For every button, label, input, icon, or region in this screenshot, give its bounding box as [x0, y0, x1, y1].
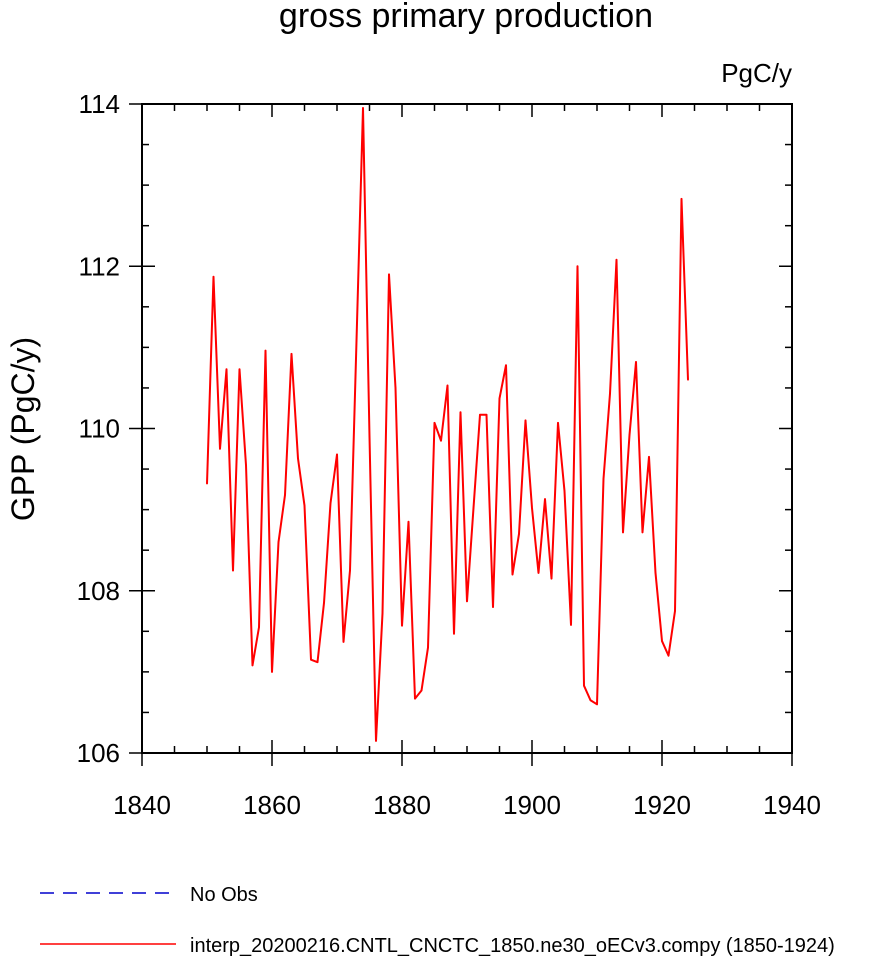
data-point [401, 624, 403, 627]
data-point [648, 456, 650, 458]
data-point [349, 569, 351, 572]
data-point [635, 361, 637, 363]
data-point [316, 661, 319, 663]
y-tick-label: 112 [79, 251, 120, 281]
data-point [466, 600, 468, 603]
x-tick-label: 1860 [243, 790, 301, 820]
data-point [453, 632, 455, 635]
x-tick-label: 1880 [373, 790, 431, 820]
data-point [375, 740, 377, 742]
y-axis-label: GPP (PgC/y) [5, 337, 41, 521]
data-point [355, 340, 358, 342]
data-point [661, 640, 663, 642]
data-point [544, 498, 546, 500]
data-point [342, 641, 345, 643]
x-tick-label: 1920 [633, 790, 691, 820]
data-point [531, 507, 533, 509]
data-point [628, 434, 631, 436]
data-point [427, 646, 429, 649]
data-point [219, 447, 221, 450]
data-point [576, 265, 579, 268]
data-point [472, 507, 475, 509]
data-point [245, 464, 247, 466]
y-axis-ticks: 106 108 110 112 114 [77, 89, 792, 768]
y-tick-label: 106 [77, 738, 120, 768]
data-point [433, 422, 436, 424]
data-point [264, 349, 267, 352]
data-point [615, 258, 618, 261]
data-point [368, 435, 371, 438]
data-point [570, 624, 572, 626]
data-point [583, 684, 585, 687]
data-point [323, 602, 325, 604]
data-point [336, 453, 338, 456]
data-point [362, 107, 364, 109]
series-line [206, 107, 689, 742]
x-tick-label: 1900 [503, 790, 561, 820]
data-point [485, 413, 488, 416]
data-point [498, 397, 501, 400]
data-point [329, 502, 332, 504]
data-point [596, 703, 598, 706]
data-point [232, 569, 234, 572]
data-point [277, 541, 280, 543]
data-point [251, 664, 254, 667]
data-point [524, 419, 527, 422]
plot-frame [141, 103, 793, 754]
data-point [674, 610, 676, 612]
data-point [537, 572, 540, 574]
x-tick-label: 1940 [763, 790, 821, 820]
data-point [602, 477, 605, 480]
data-point [414, 697, 416, 700]
data-point [680, 198, 683, 200]
legend-label-model-run: interp_20200216.CNTL_CNCTC_1850.ne30_oEC… [190, 935, 835, 957]
y-tick-label: 108 [77, 576, 120, 606]
data-point [381, 612, 384, 615]
data-point [667, 654, 670, 657]
data-point [284, 494, 286, 496]
data-point [388, 273, 390, 276]
data-point [310, 658, 312, 661]
data-point [290, 353, 293, 355]
legend-label-no-obs: No Obs [190, 884, 258, 906]
data-point [297, 457, 299, 460]
data-point [550, 577, 553, 580]
data-point [212, 275, 215, 278]
data-point [589, 699, 592, 702]
legend: No Obs interp_20200216.CNTL_CNCTC_1850.n… [40, 884, 835, 957]
data-point [654, 572, 657, 574]
data-point [609, 392, 611, 395]
chart-title: gross primary production [279, 0, 653, 35]
data-point [420, 689, 423, 692]
data-point [258, 626, 260, 629]
data-point [225, 368, 228, 371]
data-point [563, 490, 566, 492]
data-point [492, 606, 494, 608]
data-point [557, 422, 559, 424]
data-point [459, 411, 462, 414]
data-point [641, 531, 644, 534]
units-label: PgC/y [721, 58, 792, 88]
data-point [446, 384, 449, 387]
data-point [440, 439, 442, 442]
data-point [687, 379, 689, 381]
data-point [511, 573, 514, 576]
x-axis-ticks: 1840 1860 1880 1900 1920 1940 [113, 104, 821, 820]
series-layer [206, 107, 689, 742]
data-point [271, 671, 273, 673]
data-point [505, 364, 507, 367]
data-point [303, 504, 306, 507]
data-point [622, 531, 624, 534]
y-tick-label: 110 [79, 414, 120, 444]
data-point [518, 533, 520, 535]
data-point [206, 482, 208, 485]
data-point [238, 368, 241, 371]
x-tick-label: 1840 [113, 790, 171, 820]
data-point [394, 387, 397, 389]
data-point [407, 520, 410, 523]
data-point [479, 413, 481, 416]
y-tick-label: 114 [79, 89, 120, 119]
